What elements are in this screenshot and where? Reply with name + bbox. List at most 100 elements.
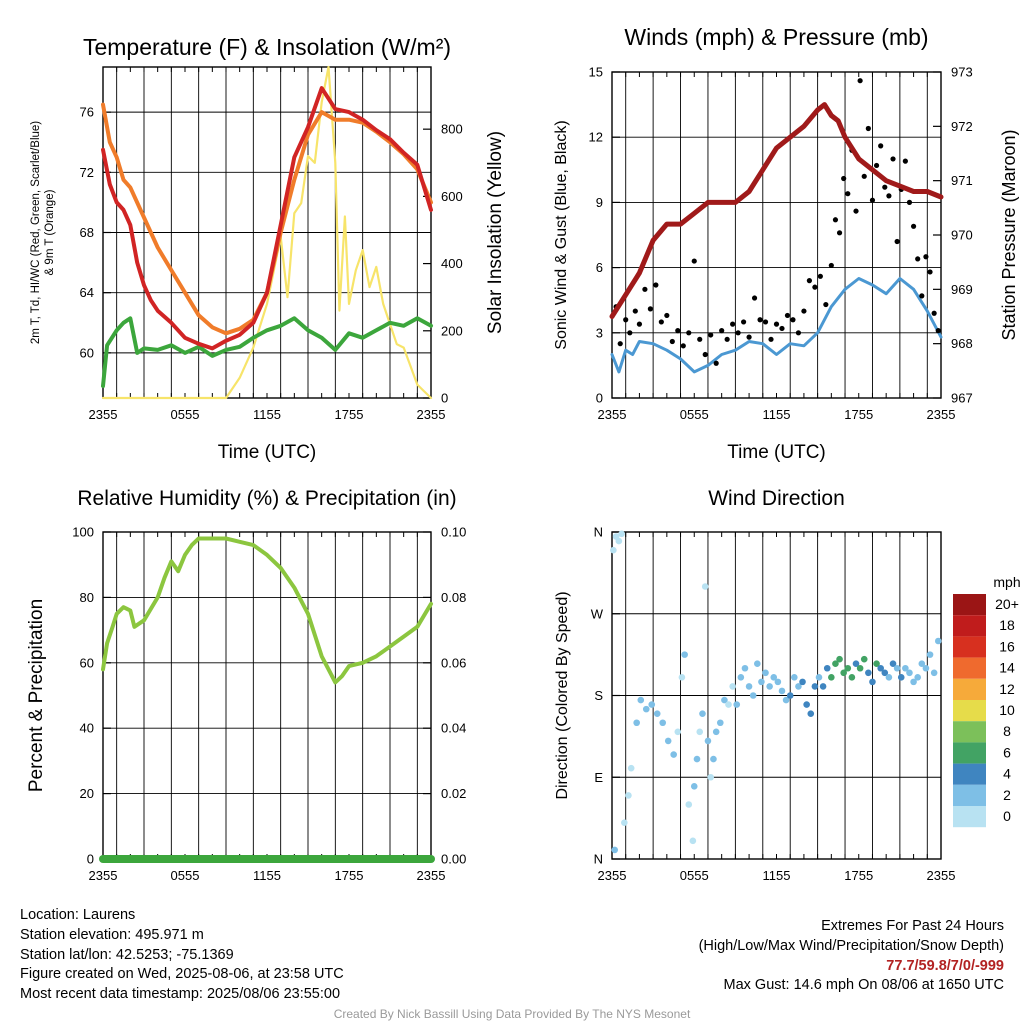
direction-point	[625, 792, 632, 799]
direction-point	[674, 728, 682, 736]
extremes-info: Extremes For Past 24 Hours (High/Low/Max…	[699, 917, 1004, 996]
wind-x-label: Time (UTC)	[727, 442, 826, 463]
colorbar-label: 4	[1003, 766, 1011, 782]
gust-point	[923, 254, 929, 260]
gust-point	[853, 208, 859, 214]
gust-point	[735, 330, 741, 336]
direction-point	[618, 530, 625, 538]
dir-y-tick-label: W	[591, 606, 604, 621]
temp-y2-tick-label: 400	[441, 256, 463, 271]
created-text: Figure created on Wed, 2025-08-06, at 23…	[20, 966, 344, 983]
temp-y2-tick-label: 0	[441, 391, 448, 406]
gust-point	[686, 330, 692, 336]
direction-point	[754, 660, 761, 668]
direction-point	[610, 546, 617, 554]
gust-point	[623, 317, 629, 323]
wind-x-tick-label: 0555	[680, 407, 709, 422]
direction-point	[725, 701, 732, 708]
extremes-title: Extremes For Past 24 Hours	[821, 918, 1004, 934]
gust-point	[931, 310, 937, 316]
gust-point	[757, 317, 763, 323]
gust-point	[658, 319, 664, 325]
gust-point	[762, 319, 769, 325]
direction-point	[786, 692, 794, 699]
dir-y-tick-label: E	[594, 770, 603, 785]
gust-point	[836, 230, 843, 236]
gust-point	[617, 341, 623, 347]
colorbar-label: 18	[999, 617, 1015, 633]
colorbar-label: 16	[999, 638, 1015, 654]
temp-y2-label: Solar Insolation (Yellow)	[485, 131, 506, 334]
direction-point	[836, 655, 843, 663]
colorbar-swatch	[953, 721, 986, 743]
rh-y2-tick-label: 0.06	[441, 655, 466, 670]
colorbar-swatch	[953, 784, 986, 806]
direction-point	[881, 669, 889, 677]
recent-text: Most recent data timestamp: 2025/08/06 2…	[20, 986, 341, 1003]
direction-point	[926, 651, 934, 658]
rh-axes-box	[102, 531, 432, 860]
wind-y2-label: Station Pressure (Maroon)	[999, 129, 1019, 340]
direction-point	[856, 664, 864, 672]
colorbar-label: 12	[999, 681, 1015, 697]
direction-point	[869, 678, 876, 686]
temp-y-label-line2: & 9m T (Orange)	[44, 189, 56, 275]
direction-point	[865, 669, 872, 677]
rh-y-tick-label: 100	[72, 525, 94, 540]
temp-x-tick-label: 2355	[89, 407, 118, 422]
wind-y2-tick-label: 970	[951, 228, 973, 243]
colorbar-label: 14	[999, 660, 1015, 676]
direction-point	[873, 660, 880, 668]
rh-y-tick-label: 40	[80, 721, 94, 736]
direction-point	[902, 664, 909, 672]
colorbar-swatch	[953, 594, 986, 616]
direction-point	[670, 751, 677, 758]
dir-x-tick-label: 0555	[680, 868, 709, 883]
gust-point	[869, 197, 876, 203]
direction-point	[712, 728, 720, 736]
gust-point	[675, 328, 681, 334]
gust-point	[882, 184, 888, 190]
gust-point	[751, 295, 758, 301]
direction-point	[795, 683, 802, 690]
direction-point	[659, 719, 667, 727]
direction-point	[852, 660, 860, 668]
direction-point	[704, 737, 712, 745]
direction-point	[685, 801, 693, 808]
wind-y2-tick-label: 972	[951, 119, 973, 134]
gust-point	[680, 343, 686, 349]
colorbar-label: 20+	[995, 596, 1019, 612]
dir-y-tick-label: S	[594, 688, 603, 703]
wind-y2-tick-label: 973	[951, 65, 973, 80]
direction-point	[648, 701, 656, 708]
gust-point	[773, 321, 780, 327]
direction-point	[918, 660, 926, 668]
gust-point	[746, 334, 752, 340]
extremes-legend: (High/Low/Max Wind/Precipitation/Snow De…	[698, 937, 1004, 954]
temp-y-tick-label: 76	[80, 105, 94, 120]
rh-y-tick-label: 60	[80, 655, 94, 670]
direction-point	[823, 664, 831, 672]
direction-point	[721, 696, 728, 704]
gust-point	[861, 173, 867, 179]
direction-point	[653, 710, 661, 717]
wind-y2-tick-label: 968	[951, 336, 973, 351]
direction-point	[889, 660, 897, 668]
direction-point	[803, 701, 810, 708]
direction-point	[701, 583, 709, 590]
dewpoint-line	[101, 316, 433, 388]
gust-point	[906, 199, 913, 205]
rh-y-tick-label: 20	[80, 786, 94, 801]
temp-x-tick-label: 0555	[171, 407, 200, 422]
direction-point	[762, 669, 769, 677]
direction-point	[716, 719, 724, 727]
direction-point	[811, 683, 819, 690]
gust-point	[795, 330, 802, 336]
temp-y-tick-label: 68	[80, 225, 94, 240]
wind-y-tick-label: 9	[596, 195, 603, 210]
colorbar-swatch	[953, 615, 986, 637]
wind-x-tick-label: 1155	[763, 407, 791, 422]
direction-point	[749, 692, 757, 699]
direction-point	[930, 669, 938, 677]
rh-y2-tick-label: 0.08	[441, 590, 466, 605]
